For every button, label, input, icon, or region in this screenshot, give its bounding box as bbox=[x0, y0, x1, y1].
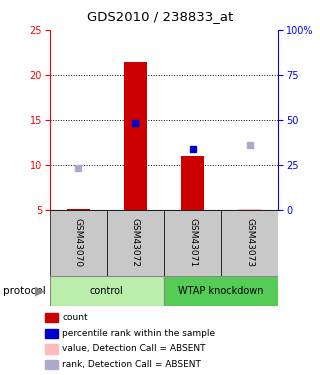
Bar bbox=[164, 210, 221, 276]
Bar bbox=[50, 210, 107, 276]
Text: control: control bbox=[90, 286, 124, 296]
Bar bbox=[107, 210, 164, 276]
Text: count: count bbox=[62, 313, 88, 322]
Bar bbox=[67, 209, 90, 210]
Text: value, Detection Call = ABSENT: value, Detection Call = ABSENT bbox=[62, 344, 206, 353]
Bar bbox=[221, 210, 278, 276]
Bar bbox=[50, 276, 164, 306]
Text: percentile rank within the sample: percentile rank within the sample bbox=[62, 328, 216, 338]
Bar bbox=[124, 62, 147, 210]
Text: GSM43071: GSM43071 bbox=[188, 218, 197, 267]
Text: GSM43073: GSM43073 bbox=[245, 218, 254, 267]
Bar bbox=[238, 209, 261, 210]
Bar bbox=[164, 276, 278, 306]
Bar bbox=[181, 156, 204, 210]
Text: GSM43072: GSM43072 bbox=[131, 218, 140, 267]
Text: GSM43070: GSM43070 bbox=[74, 218, 83, 267]
Text: WTAP knockdown: WTAP knockdown bbox=[179, 286, 264, 296]
Text: rank, Detection Call = ABSENT: rank, Detection Call = ABSENT bbox=[62, 360, 201, 369]
Text: ▶: ▶ bbox=[35, 284, 45, 297]
Text: protocol: protocol bbox=[3, 286, 46, 296]
Text: GDS2010 / 238833_at: GDS2010 / 238833_at bbox=[87, 10, 233, 23]
